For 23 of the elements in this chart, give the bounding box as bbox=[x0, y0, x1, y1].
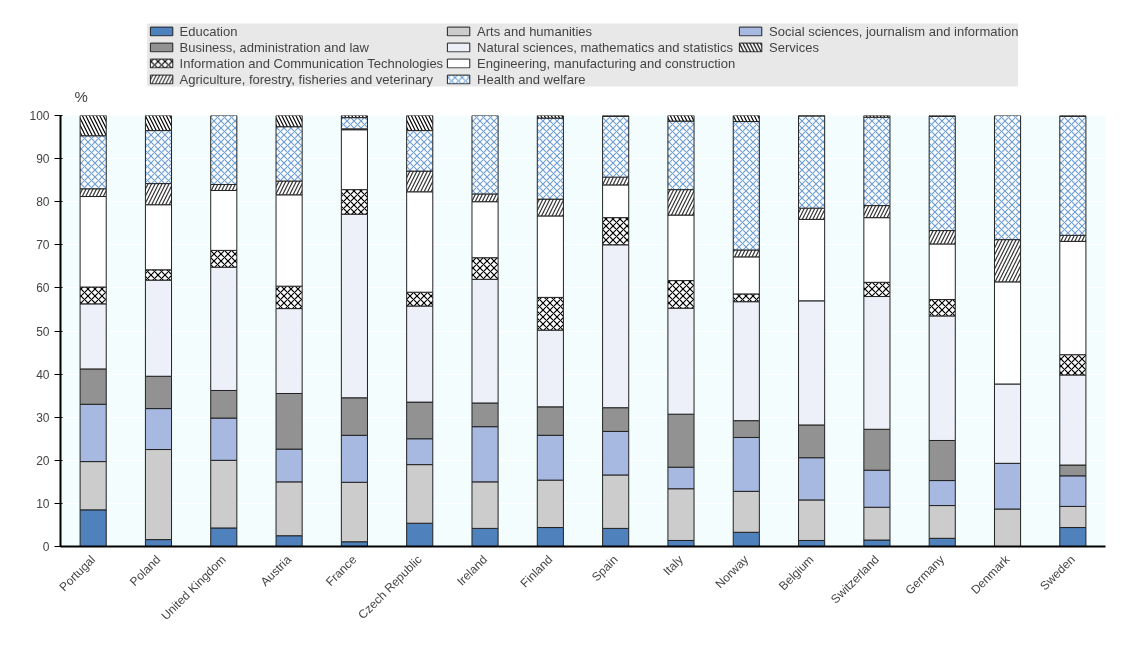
y-tick-label: 0 bbox=[42, 540, 50, 554]
legend-label: Information and Communication Technologies bbox=[179, 55, 444, 71]
y-tick-label: 70 bbox=[36, 238, 50, 253]
y-tick-label: 80 bbox=[36, 195, 50, 210]
y-axis-title: % bbox=[74, 87, 88, 105]
y-tick-label: 100 bbox=[29, 109, 50, 123]
legend-label: Natural sciences, mathematics and statistics bbox=[477, 39, 733, 55]
y-tick-label: 60 bbox=[36, 281, 50, 296]
y-tick-label: 40 bbox=[36, 367, 50, 382]
legend-label: Education bbox=[179, 23, 238, 39]
legend-label: Arts and humanities bbox=[477, 23, 593, 39]
y-tick-label: 20 bbox=[36, 453, 50, 468]
y-tick-label: 30 bbox=[36, 410, 50, 425]
y-tick-label: 50 bbox=[36, 324, 50, 339]
y-tick-label: 90 bbox=[36, 152, 50, 167]
legend-label: Agriculture, forestry, fisheries and veterinary bbox=[179, 71, 433, 87]
legend-label: Services bbox=[769, 39, 819, 55]
legend-label: Business, administration and law bbox=[179, 39, 369, 55]
legend-label: Engineering, manufacturing and construction bbox=[477, 55, 736, 71]
x-tick-label: Italy bbox=[660, 552, 686, 579]
legend-label: Health and welfare bbox=[477, 71, 586, 87]
y-tick-label: 10 bbox=[36, 496, 50, 511]
legend-label: Social sciences, journalism and information bbox=[769, 23, 1019, 39]
